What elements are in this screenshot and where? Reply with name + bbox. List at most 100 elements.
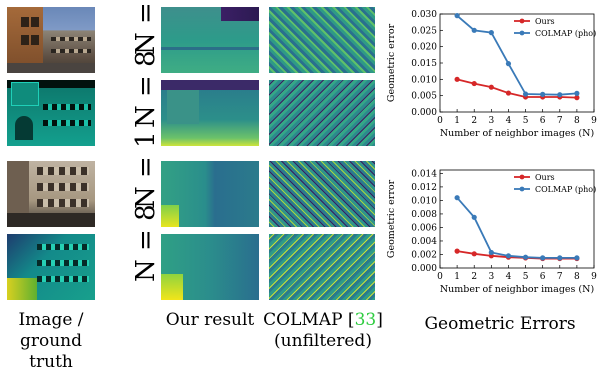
caption-ours: Our result [165, 310, 255, 330]
x-tick-label: 8 [574, 272, 580, 282]
input-image-row3 [7, 161, 95, 227]
series-line-ours [456, 78, 577, 99]
x-tick-label: 2 [471, 116, 477, 126]
data-point [505, 90, 512, 96]
our-result-row2 [161, 80, 259, 146]
colmap-result-row1 [269, 7, 375, 73]
x-tick-label: 5 [523, 116, 529, 126]
caption-colmap-ref: 33 [354, 310, 377, 330]
caption-image-line2: ground truth [19, 331, 83, 372]
data-point [522, 254, 529, 260]
x-axis-label: Number of neighbor images (N) [440, 284, 594, 295]
x-tick-label: 1 [454, 272, 460, 282]
x-tick-label: 1 [454, 116, 460, 126]
data-point [454, 76, 460, 82]
y-tick-label: 0.000 [411, 108, 437, 118]
plot-frame [439, 169, 595, 269]
data-point [454, 248, 460, 254]
x-tick-label: 4 [506, 272, 512, 282]
x-tick-label: 7 [557, 116, 563, 126]
caption-image: Image / ground truth [0, 310, 102, 373]
x-tick-label: 2 [471, 272, 477, 282]
y-tick-label: 0.010 [411, 196, 437, 206]
legend-marker [519, 18, 525, 24]
x-tick-label: 8 [574, 116, 580, 126]
x-tick-label: 9 [591, 116, 597, 126]
chart-top: 0 1 2 3 4 5 6 7 8 9 0.000 0.005 0.010 0.015 0.020 0.025… [386, 10, 597, 139]
caption-colmap: COLMAP [33] (unfiltered) [262, 310, 384, 352]
data-point [574, 95, 580, 101]
data-point [471, 214, 477, 220]
data-point [471, 80, 477, 87]
data-point [574, 255, 580, 261]
caption-colmap-text: COLMAP [ [263, 310, 355, 330]
y-tick-label: 0.000 [411, 264, 437, 274]
data-point [488, 84, 494, 90]
data-point [574, 90, 580, 96]
data-point [471, 251, 477, 257]
legend-label: Ours [535, 17, 555, 26]
x-tick-label: 6 [540, 272, 546, 282]
x-tick-label: 0 [437, 272, 443, 282]
input-image-row1 [7, 7, 95, 73]
y-axis-label: Geometric error [386, 23, 397, 102]
legend-label: COLMAP (pho) [535, 185, 596, 194]
y-tick-label: 0.004 [411, 237, 437, 247]
x-tick-label: 6 [540, 116, 546, 126]
y-tick-label: 0.002 [411, 250, 437, 260]
x-axis-label: Number of neighbor images (N) [440, 128, 594, 139]
data-point [505, 253, 512, 259]
colmap-result-row4 [269, 234, 375, 300]
chart-bottom: 0 1 2 3 4 5 6 7 8 9 0.000 0.002 0.004 0.006 0.008 0.010… [386, 169, 597, 295]
ground-truth-row4 [7, 234, 95, 300]
caption-colmap-line2: (unfiltered) [274, 331, 372, 351]
colmap-result-row2 [269, 80, 375, 146]
legend-label: COLMAP (pho) [535, 29, 596, 38]
y-tick-label: 0.010 [411, 75, 437, 85]
data-point [505, 61, 512, 67]
y-axis-label: Geometric error [386, 179, 397, 258]
caption-image-line1: Image / [18, 310, 84, 330]
y-tick-label: 0.025 [411, 26, 437, 36]
colmap-result-row3 [269, 161, 375, 227]
caption-colmap-close: ] [376, 310, 383, 330]
legend-marker [519, 30, 525, 36]
data-point [522, 91, 529, 97]
our-result-row1 [161, 7, 259, 73]
row-label-4: N = 8 [131, 204, 161, 282]
y-tick-label: 0.015 [411, 59, 437, 69]
data-point [540, 255, 546, 261]
ground-truth-row2 [7, 80, 95, 146]
y-tick-label: 0.005 [411, 92, 437, 102]
caption-errors: Geometric Errors [424, 314, 576, 334]
y-tick-label: 0.014 [411, 169, 437, 179]
data-point [540, 91, 546, 97]
x-tick-label: 3 [488, 272, 494, 282]
data-point [471, 27, 477, 33]
data-point [454, 195, 460, 201]
legend-label: Ours [535, 173, 555, 182]
x-tick-label: 7 [557, 272, 563, 282]
x-tick-label: 9 [591, 272, 597, 282]
our-result-row3 [161, 161, 259, 227]
y-tick-label: 0.020 [411, 43, 437, 53]
series-line-colmap [456, 197, 577, 259]
y-tick-label: 0.008 [411, 210, 437, 220]
data-point [557, 92, 563, 98]
data-point [488, 249, 494, 256]
row-label-2: N = 8 [131, 50, 161, 128]
legend-marker [519, 186, 525, 192]
data-point [557, 255, 563, 261]
data-point [454, 13, 460, 19]
x-tick-label: 4 [506, 116, 512, 126]
x-tick-label: 5 [523, 272, 529, 282]
legend-marker [519, 174, 525, 180]
x-tick-label: 0 [437, 116, 443, 126]
y-tick-label: 0.030 [411, 10, 437, 20]
series-line-colmap [456, 14, 577, 96]
our-result-row4 [161, 234, 259, 300]
y-tick-label: 0.006 [411, 223, 437, 233]
x-tick-label: 3 [488, 116, 494, 126]
data-point [488, 30, 494, 36]
y-tick-label: 0.012 [411, 183, 437, 193]
